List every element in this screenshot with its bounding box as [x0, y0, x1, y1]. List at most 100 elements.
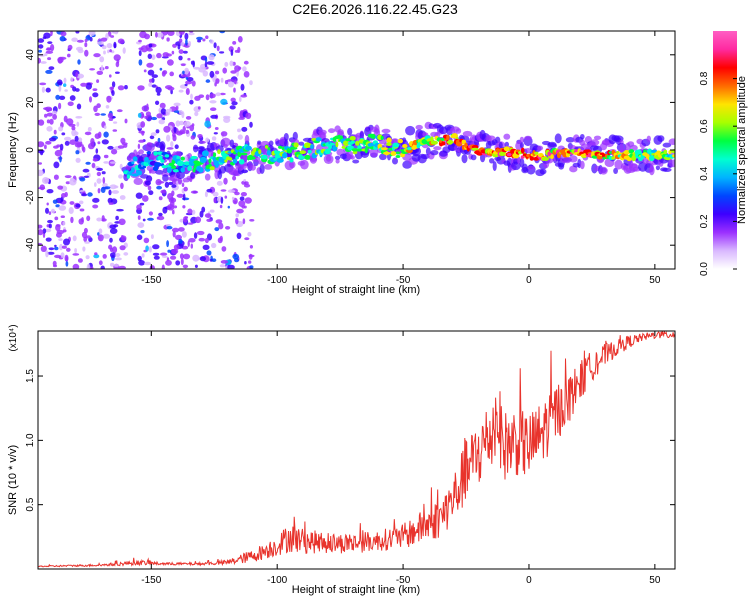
spectrogram-cell	[52, 264, 58, 268]
spectrogram-cell	[275, 150, 281, 156]
spectrogram-cell	[158, 196, 163, 201]
spectrogram-cell	[96, 171, 102, 177]
spectrogram-cell	[83, 236, 88, 242]
spectrogram-cell	[220, 131, 228, 137]
spectrogram-cell	[345, 138, 352, 142]
spectrogram-cell	[45, 50, 54, 54]
spectrogram-cell	[92, 88, 98, 91]
spectrogram-cell	[183, 120, 191, 127]
spectrogram-cell	[205, 35, 209, 39]
spectrogram-cell	[101, 139, 109, 145]
spectrogram-cell	[205, 137, 210, 143]
spectrogram-cell	[109, 49, 112, 53]
spectrogram-cell	[225, 226, 231, 230]
spectrogram-cell	[178, 238, 183, 245]
spectrogram-cell	[103, 125, 107, 130]
spectrogram-cell	[527, 165, 535, 170]
spectrogram-cell	[156, 52, 162, 59]
spectrogram-cell	[131, 173, 139, 177]
spectrogram-cell	[328, 128, 336, 134]
spectrogram-cell	[142, 165, 147, 169]
spectrogram-cell	[384, 151, 389, 156]
spectrogram-cell	[178, 49, 184, 54]
spectrogram-cell	[173, 126, 177, 134]
spectrogram-y-ticks: -40 -20 0 20 40	[25, 49, 675, 252]
spectrogram-cell	[374, 124, 380, 134]
spectrogram-cell	[72, 263, 80, 269]
spectrogram-cell	[224, 159, 228, 163]
spectrogram-cell	[101, 215, 105, 222]
spectrogram-cell	[190, 135, 196, 140]
spectrogram-cell	[61, 193, 66, 198]
spectrogram-cell	[95, 148, 99, 154]
spectrogram-cell	[81, 144, 84, 152]
spectrogram-cell	[232, 41, 237, 45]
spectrogram-cell	[54, 149, 63, 157]
spectrogram-cell	[430, 150, 439, 156]
spectrogram-cell	[92, 204, 99, 209]
spectrogram-cell	[103, 50, 106, 55]
spectrogram-cell	[141, 253, 145, 258]
spectrogram-y-label: Frequency (Hz)	[7, 112, 19, 188]
spectrogram-cell	[243, 60, 249, 65]
spectrogram-cell	[167, 59, 174, 66]
spectrogram-cell	[307, 149, 312, 154]
spectrogram-cell	[232, 253, 239, 260]
spectrogram-cell	[50, 31, 53, 37]
spectrogram-cell	[38, 187, 46, 190]
spectrogram-cell	[226, 79, 235, 83]
spectrogram-cell	[233, 87, 236, 93]
spectrogram-cell	[204, 213, 212, 219]
spectrogram-cell	[152, 244, 160, 250]
spectrogram-cell	[92, 92, 99, 98]
spectrogram-cell	[88, 31, 96, 36]
spectrogram-cell	[208, 158, 212, 164]
spectrogram-cell	[169, 71, 174, 77]
spectrogram-cell	[266, 150, 272, 156]
spectrogram-cell	[194, 264, 198, 268]
spectrogram-cell	[54, 246, 59, 251]
spectrogram-cell	[183, 186, 188, 192]
spectrogram-cell	[214, 162, 219, 168]
spectrogram-cells	[38, 31, 675, 269]
spectrogram-cell	[227, 81, 234, 88]
spectrogram-cell	[230, 70, 237, 74]
spectrogram-cell	[112, 246, 118, 254]
spectrogram-cell	[181, 74, 187, 78]
spectrogram-cell	[108, 118, 114, 121]
spectrogram-cell	[69, 178, 75, 181]
spectrogram-cell	[190, 60, 195, 65]
spectrogram-cell	[187, 165, 193, 171]
spectrogram-cell	[133, 177, 143, 185]
spectrogram-cell	[350, 140, 356, 144]
spectrogram-cell	[186, 77, 194, 82]
spectrogram-cell	[113, 43, 117, 48]
spectrogram-cell	[282, 152, 288, 159]
spectrogram-cell	[613, 167, 618, 174]
spectrogram-cell	[38, 49, 42, 53]
spectrogram-cell	[57, 56, 64, 63]
spectrogram-cell	[520, 147, 525, 154]
spectrogram-cell	[359, 131, 364, 141]
spectrogram-cell	[58, 84, 62, 92]
y-tick-label: 20	[25, 96, 36, 108]
spectrogram-cell	[153, 151, 158, 156]
spectrogram-cell	[205, 79, 211, 83]
spectrogram-cell	[45, 207, 49, 214]
spectrogram-cell	[64, 175, 72, 179]
spectrogram-cell	[155, 31, 158, 38]
spectrogram-cell	[145, 142, 155, 152]
spectrogram-cell	[144, 156, 149, 163]
spectrogram-cell	[159, 141, 166, 151]
spectrogram-cell	[224, 61, 229, 67]
spectrogram-cell	[170, 255, 177, 260]
spectrogram-cell	[109, 184, 118, 190]
spectrogram-cell	[151, 84, 157, 88]
spectrogram-cell	[96, 70, 104, 75]
spectrogram-cell	[249, 121, 253, 128]
spectrogram-cell	[138, 139, 145, 143]
spectrogram-cell	[103, 161, 110, 164]
spectrogram-cell	[183, 216, 188, 223]
spectrogram-cell	[139, 174, 149, 179]
spectrogram-cell	[214, 227, 220, 232]
